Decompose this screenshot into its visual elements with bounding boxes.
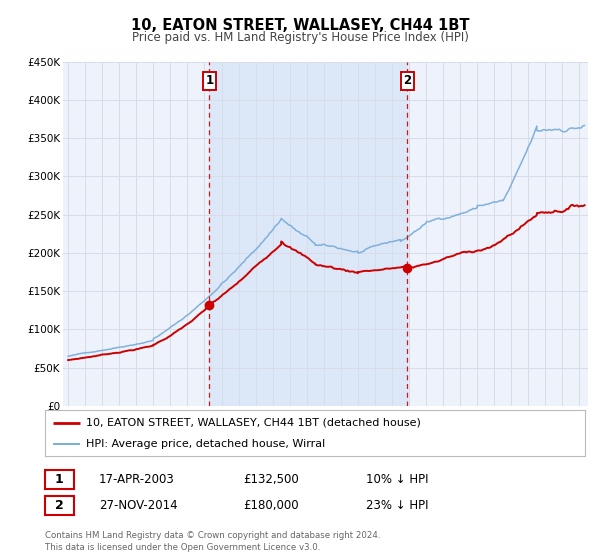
Text: 23% ↓ HPI: 23% ↓ HPI [366, 498, 428, 512]
Text: 2: 2 [55, 498, 64, 512]
Text: 1: 1 [55, 473, 64, 487]
Text: 27-NOV-2014: 27-NOV-2014 [99, 498, 178, 512]
Text: 10% ↓ HPI: 10% ↓ HPI [366, 473, 428, 487]
Text: 10, EATON STREET, WALLASEY, CH44 1BT: 10, EATON STREET, WALLASEY, CH44 1BT [131, 18, 469, 33]
Text: Price paid vs. HM Land Registry's House Price Index (HPI): Price paid vs. HM Land Registry's House … [131, 31, 469, 44]
Text: HPI: Average price, detached house, Wirral: HPI: Average price, detached house, Wirr… [86, 439, 325, 449]
Text: £132,500: £132,500 [243, 473, 299, 487]
Text: 2: 2 [403, 74, 412, 87]
Text: 17-APR-2003: 17-APR-2003 [99, 473, 175, 487]
Text: Contains HM Land Registry data © Crown copyright and database right 2024.: Contains HM Land Registry data © Crown c… [45, 531, 380, 540]
Text: 1: 1 [205, 74, 214, 87]
Bar [209, 62, 407, 406]
Text: 10, EATON STREET, WALLASEY, CH44 1BT (detached house): 10, EATON STREET, WALLASEY, CH44 1BT (de… [86, 418, 421, 428]
Text: £180,000: £180,000 [243, 498, 299, 512]
Text: This data is licensed under the Open Government Licence v3.0.: This data is licensed under the Open Gov… [45, 543, 320, 552]
